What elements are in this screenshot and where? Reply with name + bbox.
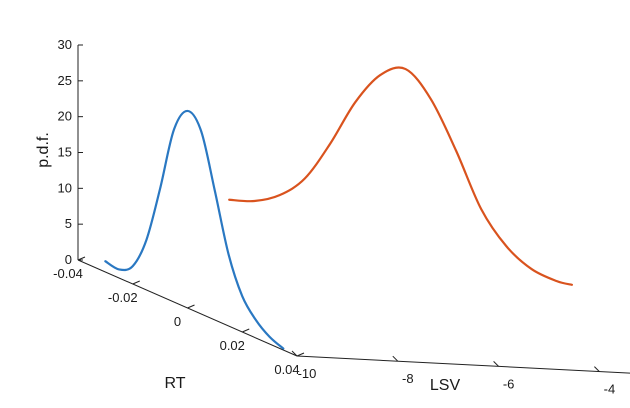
y-tick-label: -4 <box>604 382 616 397</box>
x-tick-label: 0.02 <box>220 338 245 353</box>
x-tick-mark <box>187 304 195 309</box>
y-tick-mark <box>594 366 600 372</box>
axes <box>77 45 630 374</box>
x-tick-label: 0.04 <box>274 362 299 377</box>
y-tick-label: -6 <box>503 376 515 391</box>
z-tick-label: 25 <box>58 73 72 88</box>
y-axis-label: LSV <box>430 377 461 394</box>
x-tick-mark <box>296 352 305 357</box>
curve-group <box>104 66 574 350</box>
z-axis-label: p.d.f. <box>35 132 52 168</box>
lsv-pdf-curve <box>228 66 574 286</box>
z-tick-label: 20 <box>58 109 72 124</box>
y-tick-label: -8 <box>402 371 414 386</box>
x-tick-label: -0.04 <box>53 266 83 281</box>
x-tick-mark <box>132 280 140 285</box>
x-tick-mark <box>77 256 86 261</box>
rt-pdf-curve <box>104 109 285 350</box>
tick-group: 0 5 10 15 20 25 30 -0.04 -0.02 0 0.02 0.04-10 -8 -6 -4… <box>53 37 616 397</box>
z-tick-label: 10 <box>58 180 72 195</box>
y-tick-mark <box>493 361 499 367</box>
z-tick-label: 15 <box>58 145 72 160</box>
y-axis-line <box>296 355 630 374</box>
y-tick-label: -10 <box>298 366 317 381</box>
z-tick-label: 0 <box>65 252 72 267</box>
x-tick-mark <box>242 328 250 333</box>
x-tick-label: 0 <box>174 314 181 329</box>
x-tick-label: -0.02 <box>108 290 138 305</box>
z-tick-label: 5 <box>65 216 72 231</box>
x-axis-label: RT <box>164 375 185 392</box>
z-tick-label: 30 <box>58 37 72 52</box>
y-tick-mark <box>392 355 399 362</box>
y-tick-mark <box>291 350 298 357</box>
